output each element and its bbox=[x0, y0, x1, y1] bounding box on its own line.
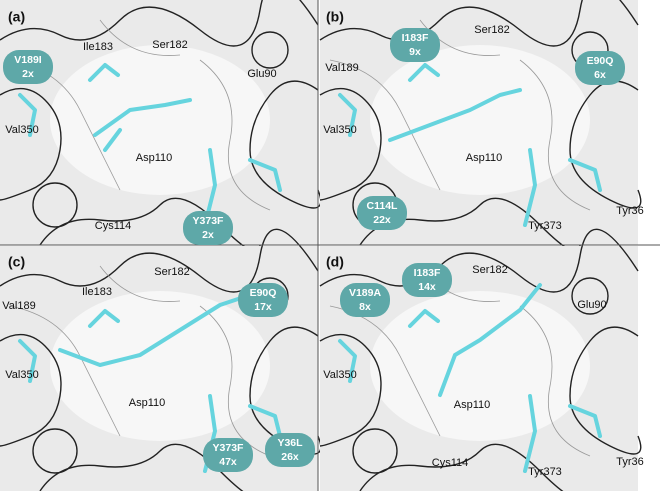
residue-label: Val350 bbox=[5, 124, 38, 136]
annotations: (a) Ile183 Ser182 Glu90 Val350 Asp110 Cys114 V1… bbox=[2, 9, 643, 478]
mutation-name: I183F bbox=[402, 32, 429, 44]
residue-label: Asp110 bbox=[454, 399, 491, 411]
mutation-name: E90Q bbox=[250, 287, 277, 299]
residue-label: Ser182 bbox=[154, 266, 189, 278]
mutation-name: I183F bbox=[414, 267, 441, 279]
mutation-name: Y36L bbox=[277, 437, 303, 449]
residue-label: Val189 bbox=[2, 300, 35, 312]
mutation-badge bbox=[390, 28, 440, 62]
mutation-fold: 6x bbox=[594, 69, 606, 81]
ligand bbox=[388, 88, 522, 142]
residue-label: Val189 bbox=[325, 62, 358, 74]
mutation-name: V189A bbox=[349, 287, 382, 299]
mutation-name: Y373F bbox=[213, 442, 245, 454]
mutation-fold: 2x bbox=[22, 68, 34, 80]
mutation-fold: 9x bbox=[409, 46, 421, 58]
mutation-badge bbox=[357, 196, 407, 230]
residue-label: Asp110 bbox=[136, 152, 173, 164]
ligand bbox=[58, 293, 252, 367]
mutation-fold: 47x bbox=[219, 456, 237, 468]
residue-label: Ile183 bbox=[82, 286, 112, 298]
panel-label: (a) bbox=[8, 9, 25, 25]
residue-label: Val350 bbox=[5, 369, 38, 381]
residue-label: Cys114 bbox=[95, 220, 131, 232]
mutation-fold: 14x bbox=[418, 281, 436, 293]
residue-label: Asp110 bbox=[129, 397, 166, 409]
residue-label: Val350 bbox=[323, 124, 356, 136]
residue-label: Tyr373 bbox=[528, 466, 562, 478]
residue-label: Ile183 bbox=[83, 41, 113, 53]
residue-label: Cys114 bbox=[432, 457, 468, 469]
mutation-name: Y373F bbox=[193, 215, 225, 227]
mutation-badge bbox=[265, 433, 315, 467]
panel-label: (c) bbox=[8, 254, 25, 270]
residue-label: Tyr373 bbox=[528, 220, 562, 232]
mutation-badge bbox=[203, 438, 253, 472]
panel-label: (d) bbox=[326, 254, 344, 270]
mutation-fold: 22x bbox=[373, 214, 391, 226]
mutation-name: C114L bbox=[367, 200, 399, 212]
surface bbox=[0, 0, 323, 254]
ligand bbox=[438, 283, 542, 397]
residue-label: Ser182 bbox=[474, 24, 509, 36]
panel-label: (b) bbox=[326, 9, 344, 25]
residue-label: Glu90 bbox=[247, 68, 276, 80]
mutation-fold: 17x bbox=[254, 301, 272, 313]
mutation-badge bbox=[402, 263, 452, 297]
mutation-fold: 2x bbox=[202, 229, 214, 241]
residue-label: Tyr36 bbox=[616, 205, 644, 217]
residue-label: Val350 bbox=[323, 369, 356, 381]
residue-label: Glu90 bbox=[577, 299, 606, 311]
mutation-name: V189I bbox=[14, 54, 42, 66]
mutation-name: E90Q bbox=[587, 55, 614, 67]
mutation-badge bbox=[340, 283, 390, 317]
mutation-fold: 26x bbox=[281, 451, 299, 463]
residue-label: Ser182 bbox=[472, 264, 507, 276]
mutation-badge bbox=[3, 50, 53, 84]
mutation-badge bbox=[183, 211, 233, 245]
ligand bbox=[93, 98, 192, 152]
residue-label: Tyr36 bbox=[616, 456, 644, 468]
mutation-badge bbox=[238, 283, 288, 317]
residue-label: Ser182 bbox=[152, 39, 187, 51]
mutation-fold: 8x bbox=[359, 301, 371, 313]
residue-label: Asp110 bbox=[466, 152, 503, 164]
mutation-badge bbox=[575, 51, 625, 85]
